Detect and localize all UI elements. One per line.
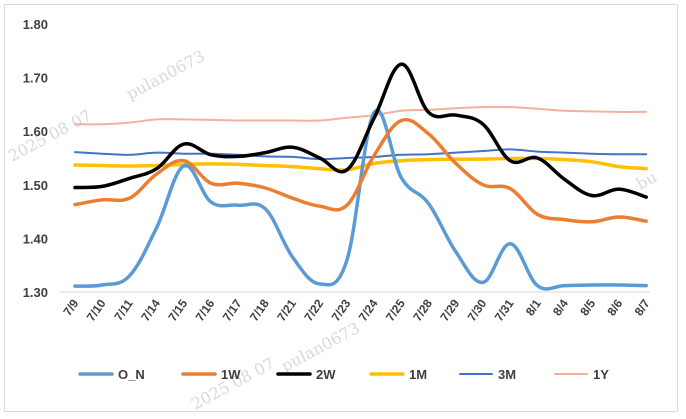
x-tick-label: 7/29: [437, 296, 462, 323]
watermark-text: bu: [633, 167, 660, 193]
watermark-text: 2025 08 07: [188, 354, 278, 414]
legend: O_N 1W 2W 1M 3M 1Y: [78, 367, 609, 382]
x-tick-label: 7/14: [138, 296, 163, 323]
watermark-group: 2025 08 07 pulan0673 bu pulan0673 2025 0…: [5, 46, 660, 413]
legend-label: 1W: [221, 367, 241, 382]
x-tick-label: 7/21: [274, 296, 299, 323]
x-tick-label: 7/30: [465, 296, 490, 323]
x-tick-label: 7/15: [165, 296, 190, 323]
series-group: [73, 62, 648, 291]
x-tick-label: 7/25: [383, 296, 408, 323]
legend-label: 3M: [498, 367, 516, 382]
x-tick-label: 7/10: [84, 296, 109, 323]
y-tick-label: 1.50: [23, 178, 48, 193]
legend-label: 1M: [409, 367, 427, 382]
x-tick-label: 8/6: [604, 296, 625, 318]
x-tick-label: 7/16: [193, 296, 218, 323]
x-tick-label: 7/28: [410, 296, 435, 323]
x-tick-label: 8/4: [550, 296, 571, 318]
x-tick-label: 7/11: [111, 296, 136, 323]
x-tick-label: 8/5: [577, 296, 598, 318]
y-axis: 1.30 1.40 1.50 1.60 1.70 1.80: [23, 17, 48, 300]
y-tick-label: 1.60: [23, 124, 48, 139]
watermark-text: 2025 08 07: [5, 106, 95, 166]
x-tick-label: 8/1: [523, 296, 544, 318]
x-tick-label: 7/9: [60, 296, 81, 318]
x-tick-label: 7/24: [356, 296, 381, 323]
series-line-1y: [74, 105, 648, 126]
legend-label: 2W: [316, 367, 336, 382]
series-line-2w: [73, 62, 648, 199]
legend-label: 1Y: [593, 367, 609, 382]
x-tick-label: 7/31: [492, 296, 517, 323]
legend-label: O_N: [118, 367, 145, 382]
y-tick-label: 1.80: [23, 17, 48, 32]
series-line-1w: [73, 117, 648, 224]
y-tick-label: 1.40: [23, 231, 48, 246]
x-tick-label: 7/22: [301, 296, 326, 323]
x-tick-label: 7/17: [220, 296, 245, 323]
y-tick-label: 1.30: [23, 285, 48, 300]
x-tick-label: 8/7: [632, 296, 653, 318]
watermark-text: pulan0673: [123, 46, 208, 103]
x-axis: 7/9 7/10 7/11 7/14 7/15 7/16 7/17 7/18 7/21 7/22 7…: [60, 296, 652, 323]
x-tick-label: 7/18: [247, 296, 272, 323]
series-line-o-n: [73, 108, 648, 291]
y-tick-label: 1.70: [23, 71, 48, 86]
